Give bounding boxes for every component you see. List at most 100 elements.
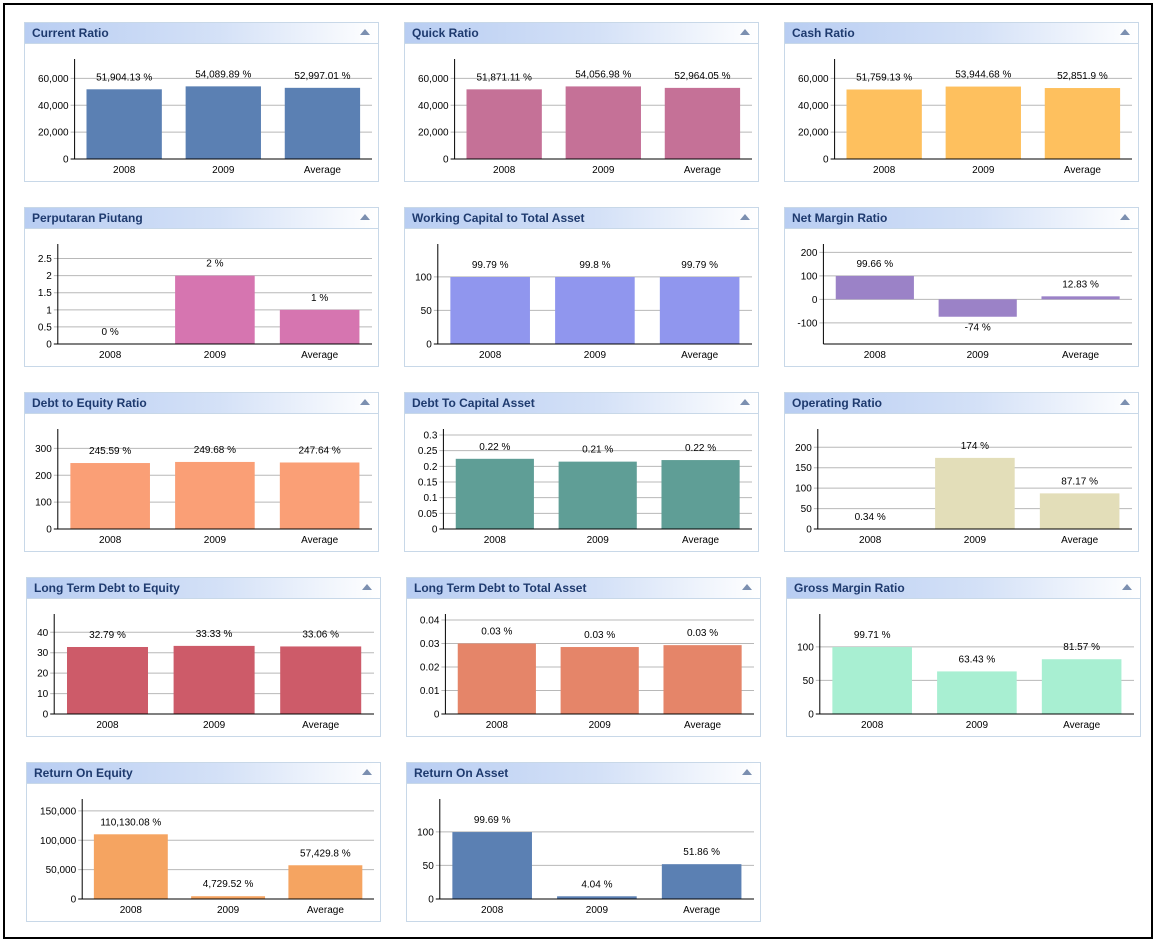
bar-2009 (185, 86, 261, 159)
x-tick-label: 2009 (204, 350, 227, 361)
bar-2009 (175, 461, 255, 529)
panel-header: Return On Equity (27, 763, 380, 784)
collapse-arrow-icon[interactable] (740, 399, 750, 405)
data-label: 51,759.13 % (856, 72, 912, 83)
data-label: 99.69 % (474, 815, 511, 826)
panel-perputaran-piutang: Perputaran Piutang 0 0.5 1 1.5 2 2.5 0 % 2008 2 %… (24, 207, 379, 367)
y-tick-label: 300 (35, 444, 52, 455)
panel-title: Net Margin Ratio (792, 211, 888, 225)
panel-title: Long Term Debt to Total Asset (414, 581, 587, 595)
bar-2008 (452, 832, 532, 899)
y-tick-label: 100 (795, 484, 812, 495)
panel-header: Perputaran Piutang (25, 208, 378, 229)
collapse-arrow-icon[interactable] (360, 29, 370, 35)
chart-debt-to-capital-asset: 0 0.05 0.1 0.15 0.2 0.25 0.3 0.22 % 2008 0.21 % 20… (418, 429, 752, 546)
bar-average (1041, 659, 1122, 714)
collapse-arrow-icon[interactable] (1120, 214, 1130, 220)
x-tick-label: 2008 (484, 535, 507, 546)
x-tick-label: Average (684, 720, 722, 731)
bar-2009 (191, 896, 266, 899)
y-tick-label: 60,000 (418, 74, 449, 85)
bar-average (664, 87, 741, 159)
bar-2008 (832, 647, 912, 714)
y-tick-label: 0 (428, 895, 434, 906)
panel-header: Net Margin Ratio (785, 208, 1138, 229)
y-tick-label: 100 (415, 272, 432, 283)
chart-working-capital-to-total-asset: 0 50 100 99.79 % 2008 99.8 % 2009 99.79 % Averag… (415, 244, 752, 361)
bar-average (280, 646, 362, 714)
panel-header: Working Capital to Total Asset (405, 208, 758, 229)
data-label: 0.03 % (481, 627, 512, 638)
x-tick-label: 2009 (204, 535, 227, 546)
data-label: 51,904.13 % (96, 72, 152, 83)
y-tick-label: 40,000 (38, 101, 69, 112)
chart-return-on-equity: 0 50,000 100,000 150,000 110,130.08 % 2008 4,7… (40, 799, 374, 916)
data-label: 4,729.52 % (203, 879, 254, 890)
chart-current-ratio: 0 20,000 40,000 60,000 51,904.13 % 2008 54,089… (38, 59, 372, 176)
data-label: 12.83 % (1062, 279, 1099, 290)
panel-net-margin-ratio: Net Margin Ratio -100 0 100 200 99.66 % 2008 -7… (784, 207, 1139, 367)
data-label: -74 % (965, 323, 991, 334)
x-tick-label: Average (1062, 350, 1100, 361)
panel-title: Working Capital to Total Asset (412, 211, 585, 225)
panel-title: Return On Asset (414, 766, 509, 780)
collapse-arrow-icon[interactable] (740, 29, 750, 35)
x-tick-label: Average (307, 905, 345, 916)
collapse-arrow-icon[interactable] (362, 769, 372, 775)
data-label: 33.06 % (302, 629, 339, 640)
collapse-arrow-icon[interactable] (742, 769, 752, 775)
y-tick-label: 0 (434, 710, 440, 721)
y-tick-label: 20,000 (38, 128, 69, 139)
x-tick-label: 2008 (96, 720, 119, 731)
x-tick-label: Average (301, 535, 339, 546)
panel-long-term-debt-to-equity: Long Term Debt to Equity 0 10 20 30 40 32.79 %… (26, 577, 381, 737)
y-tick-label: 100 (801, 271, 818, 282)
y-tick-label: 0.02 (420, 663, 440, 674)
y-tick-label: 0.15 (418, 478, 438, 489)
x-tick-label: 2008 (479, 350, 502, 361)
bar-average (1041, 296, 1120, 300)
collapse-arrow-icon[interactable] (1122, 584, 1132, 590)
bar-average (1044, 88, 1121, 159)
panel-return-on-equity: Return On Equity 0 50,000 100,000 150,000 110… (26, 762, 381, 922)
x-tick-label: Average (302, 720, 340, 731)
collapse-arrow-icon[interactable] (1120, 29, 1130, 35)
panel-title: Debt to Equity Ratio (32, 396, 147, 410)
y-tick-label: 50 (803, 676, 815, 687)
y-tick-label: 0.05 (418, 509, 438, 520)
data-label: 0.03 % (584, 630, 615, 641)
panel-working-capital-to-total-asset: Working Capital to Total Asset 0 50 100 99.7… (404, 207, 759, 367)
data-label: 52,997.01 % (294, 71, 350, 82)
y-tick-label: 0.03 (420, 639, 440, 650)
collapse-arrow-icon[interactable] (742, 584, 752, 590)
y-tick-label: 0.04 (420, 616, 440, 627)
panel-title: Long Term Debt to Equity (34, 581, 180, 595)
collapse-arrow-icon[interactable] (740, 214, 750, 220)
x-tick-label: 2009 (964, 535, 987, 546)
bar-average (661, 460, 740, 529)
collapse-arrow-icon[interactable] (1120, 399, 1130, 405)
data-label: 54,089.89 % (195, 69, 251, 80)
data-label: 249.68 % (194, 445, 236, 456)
collapse-arrow-icon[interactable] (360, 214, 370, 220)
collapse-arrow-icon[interactable] (362, 584, 372, 590)
chart-quick-ratio: 0 20,000 40,000 60,000 51,871.11 % 2008 54,056… (418, 59, 752, 176)
x-tick-label: 2008 (120, 905, 143, 916)
bar-2009 (565, 86, 641, 159)
bar-2008 (70, 463, 150, 529)
chart-long-term-debt-to-total-asset: 0 0.01 0.02 0.03 0.04 0.03 % 2008 0.03 % 2009 0.0… (420, 614, 754, 731)
y-tick-label: 200 (801, 248, 818, 259)
y-tick-label: 0 (63, 155, 69, 166)
x-tick-label: 2008 (113, 165, 136, 176)
bar-2009 (175, 275, 255, 344)
collapse-arrow-icon[interactable] (360, 399, 370, 405)
panel-return-on-asset: Return On Asset 0 50 100 99.69 % 2008 4.04 % 20… (406, 762, 761, 922)
x-tick-label: Average (681, 350, 719, 361)
y-tick-label: 0 (71, 895, 77, 906)
y-tick-label: 10 (37, 689, 49, 700)
y-tick-label: 200 (795, 443, 812, 454)
bar-2009 (558, 461, 637, 529)
bar-2008 (846, 89, 922, 159)
y-tick-label: 0 (46, 340, 52, 351)
panel-header: Debt to Equity Ratio (25, 393, 378, 414)
